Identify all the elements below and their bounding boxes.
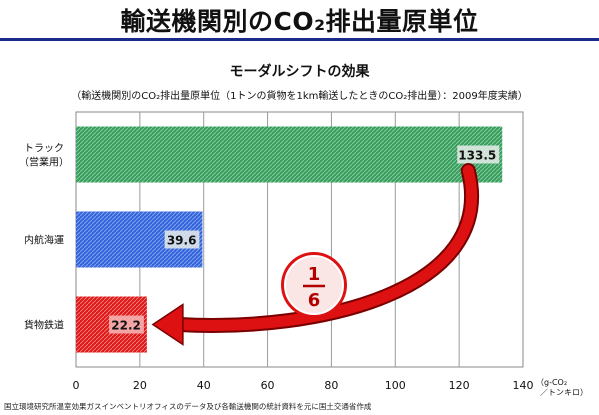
x-tick-label: 20 bbox=[133, 379, 147, 392]
value-label: 39.6 bbox=[167, 234, 197, 248]
arrow-head bbox=[151, 303, 184, 346]
value-label: 22.2 bbox=[111, 319, 141, 333]
value-label: 133.5 bbox=[458, 149, 496, 163]
category-label: 内航海運 bbox=[24, 234, 64, 247]
x-axis-unit-line: （g-CO₂ bbox=[536, 378, 567, 387]
bars: 133.5 39.6 22.2 bbox=[76, 126, 503, 353]
x-tick-label: 100 bbox=[385, 379, 406, 392]
category-label: （営業用） bbox=[19, 156, 69, 169]
x-tick-label: 80 bbox=[324, 379, 338, 392]
ratio-numerator: 1 bbox=[308, 264, 321, 285]
x-tick-labels: 0 20 40 60 80 100 120 140 bbox=[73, 379, 534, 392]
ratio-annotation: 16 bbox=[151, 163, 479, 346]
page-title: 輸送機関別のCO₂排出量原単位 bbox=[120, 7, 479, 36]
value-label-background bbox=[457, 145, 500, 164]
x-axis-unit-line: ／トンキロ） bbox=[540, 388, 588, 397]
ratio-denominator: 6 bbox=[308, 290, 321, 311]
category-label: トラック bbox=[24, 143, 64, 155]
arrow-shaft bbox=[173, 165, 477, 331]
x-tick-label: 40 bbox=[197, 379, 211, 392]
chart-subtitle: （輸送機関別のCO₂排出量原単位（1トンの貨物を1km輸送したときのCO₂排出量… bbox=[71, 91, 528, 102]
x-axis-unit: （g-CO₂／トンキロ） bbox=[536, 378, 588, 397]
x-tick-label: 60 bbox=[261, 379, 275, 392]
title-underline bbox=[0, 38, 599, 41]
value-label-background bbox=[109, 315, 144, 334]
source-note: 国立環境研究所温室効果ガスインベントリオフィスのデータ及び各輸送機関の統計資料を… bbox=[4, 402, 372, 411]
bar bbox=[76, 126, 503, 183]
value-label-background bbox=[164, 230, 200, 249]
x-tick-label: 140 bbox=[513, 379, 534, 392]
chart-title: モーダルシフトの効果 bbox=[229, 64, 370, 80]
x-tick-label: 0 bbox=[73, 379, 80, 392]
x-tick-label: 120 bbox=[449, 379, 470, 392]
category-label: 貨物鉄道 bbox=[24, 319, 64, 332]
